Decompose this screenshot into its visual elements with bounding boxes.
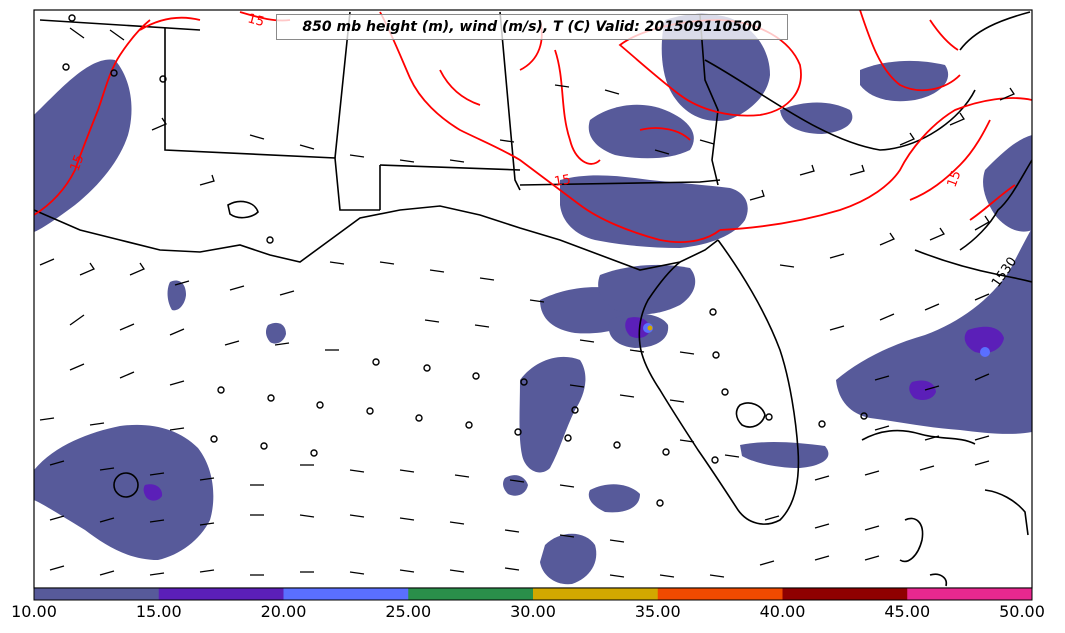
isotherm-label-central: 15 (553, 172, 572, 190)
colorbar-segment (533, 588, 659, 600)
wind-barbs (39, 27, 1015, 578)
calm-wind-markers (62, 14, 868, 507)
colorbar-segment (158, 588, 284, 600)
colorbar-segment (408, 588, 534, 600)
colorbar-segment (907, 588, 1033, 600)
colorbar-segment (34, 588, 160, 600)
wind-speed-15-20-spots (143, 317, 1004, 501)
isotherm-label-east: 15 (945, 169, 965, 190)
colorbar-tick-label: 20.00 (260, 602, 307, 621)
colorbar-segment (283, 588, 409, 600)
colorbar-tick-label: 25.00 (385, 602, 432, 621)
colorbar-tick-label: 15.00 (135, 602, 182, 621)
isotherm-label-west: 15 (68, 153, 88, 174)
colorbar-tick-label: 45.00 (884, 602, 931, 621)
isotherm-label-northwest: 15 (246, 11, 266, 30)
colorbar-segment (657, 588, 783, 600)
wind-speed-20-35-spots (643, 323, 990, 357)
colorbar-tick-label: 30.00 (510, 602, 556, 621)
height-contours (113, 249, 1032, 498)
map-title: 850 mb height (m), wind (m/s), T (C) Val… (276, 14, 788, 40)
colorbar-tick-label: 35.00 (634, 602, 681, 621)
colorbar-tick-label: 10.00 (11, 602, 57, 621)
colorbar-segment (782, 588, 908, 600)
colorbar-tick-label: 40.00 (759, 602, 806, 621)
state-boundaries (34, 11, 1032, 587)
temperature-isotherms (34, 10, 1032, 243)
colorbar-tick-label: 50.00 (999, 602, 1045, 621)
wind-speed-shading (34, 13, 1032, 585)
colorbar (34, 588, 1033, 600)
colorbar-frame (33, 587, 1033, 601)
